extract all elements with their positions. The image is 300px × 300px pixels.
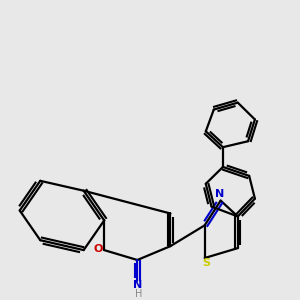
Text: H: H	[135, 289, 142, 299]
Text: N: N	[133, 280, 142, 290]
Text: O: O	[93, 244, 102, 254]
Text: N: N	[215, 189, 224, 199]
Text: S: S	[202, 258, 210, 268]
